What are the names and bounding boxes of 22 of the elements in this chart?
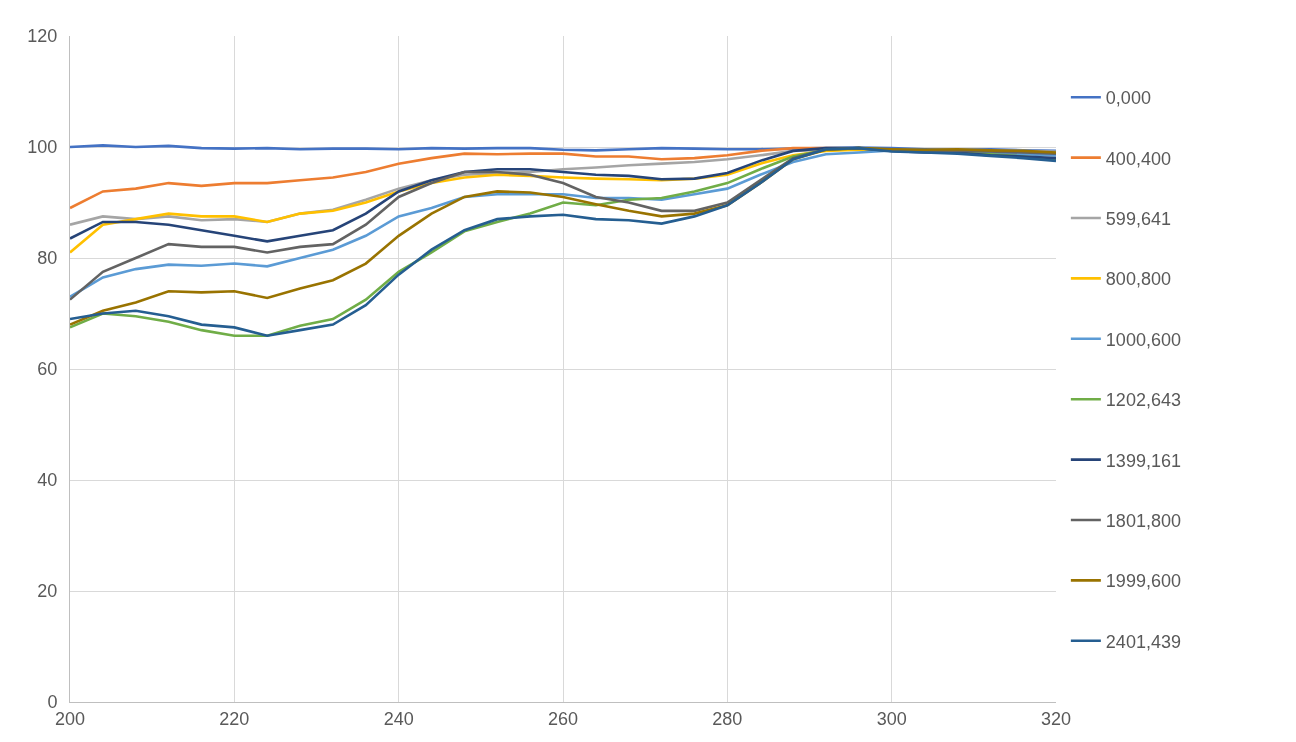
- x-tick-label: 320: [1040, 708, 1072, 729]
- legend-label: 400,400: [1105, 148, 1171, 169]
- x-tick-label: 240: [383, 708, 414, 729]
- x-tick-label: 220: [219, 708, 250, 729]
- x-tick-label: 280: [712, 708, 743, 729]
- legend-label: 2401,439: [1105, 631, 1181, 652]
- legend-label: 0,000: [1105, 88, 1151, 109]
- legend-label: 800,800: [1105, 269, 1171, 290]
- legend-label: 1000,600: [1105, 329, 1181, 350]
- y-tick-label: 40: [37, 470, 58, 491]
- x-tick-label: 260: [547, 708, 579, 729]
- legend-label: 1399,161: [1105, 450, 1181, 471]
- legend-label: 1999,600: [1105, 571, 1181, 592]
- legend-label: 599,641: [1105, 209, 1171, 230]
- y-tick-label: 80: [37, 248, 58, 269]
- x-tick-label: 300: [876, 708, 907, 729]
- y-tick-label: 100: [27, 137, 58, 158]
- y-tick-label: 120: [27, 26, 58, 47]
- y-tick-label: 20: [37, 581, 58, 602]
- legend-label: 1202,643: [1105, 390, 1181, 411]
- legend-label: 1801,800: [1105, 511, 1181, 532]
- y-tick-label: 60: [37, 359, 58, 380]
